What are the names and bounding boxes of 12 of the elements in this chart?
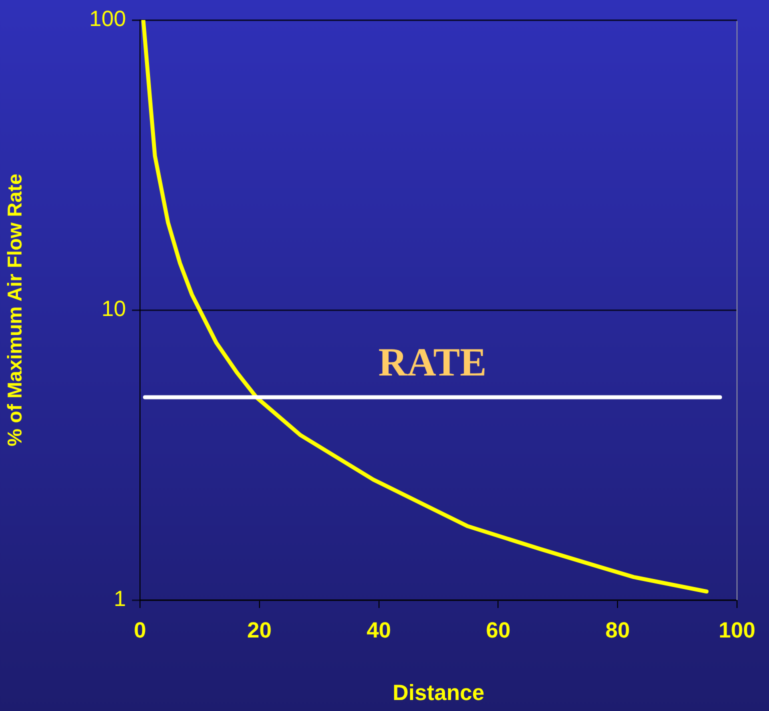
x-axis-title: Distance	[392, 680, 484, 705]
y-tick-label: 100	[89, 6, 126, 32]
x-tick-label: 60	[486, 617, 510, 642]
x-tick-label: 0	[134, 617, 146, 642]
x-tick-label: 20	[247, 617, 272, 642]
x-tick-label: 80	[605, 617, 630, 642]
x-tick-label: 100	[718, 617, 756, 642]
ref-line-label: RATE	[378, 340, 487, 385]
y-tick-label: 1	[114, 586, 126, 612]
y-tick-label: 10	[102, 296, 126, 322]
y-axis-title: % of Maximum Air Flow Rate	[4, 174, 27, 446]
x-tick-label: 40	[366, 617, 392, 642]
